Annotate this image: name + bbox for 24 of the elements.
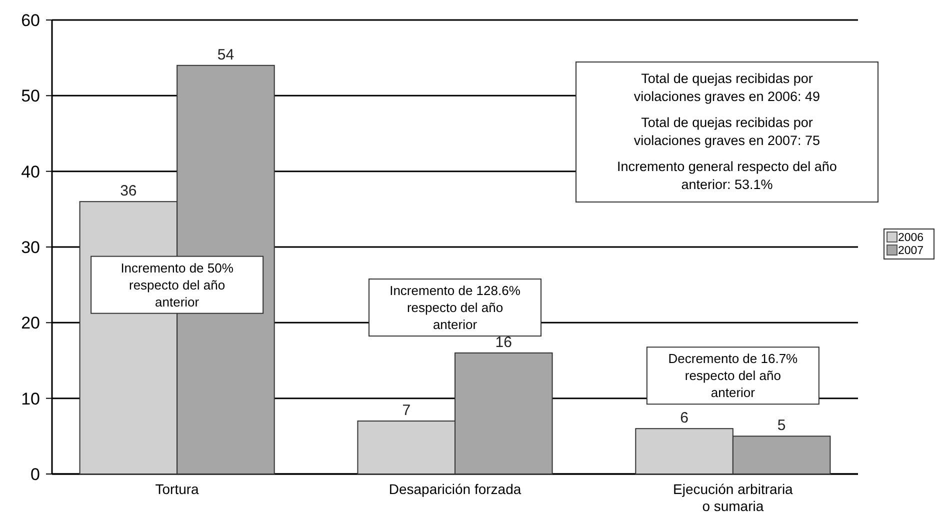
x-tick-label: Tortura [155,481,200,497]
annotation: Total de quejas recibidas por violaciones graves en 2007: 75 [634,115,820,148]
annotation: Incremento de 128.6% respecto del año anterior [390,283,521,332]
annotation: Incremento de 50% respecto del año anterior [120,260,234,310]
y-tick-label: 10 [21,389,40,408]
annotation: Total de quejas recibidas por violaciones graves en 2006: 49 [634,71,820,104]
y-tick-label: 20 [21,314,40,333]
y-tick-label: 50 [21,86,40,106]
annotation: Decremento de 16.7% respecto del año anterior [668,351,798,400]
x-tick-label: Desaparición forzada [388,481,522,497]
y-tick-label: 40 [21,162,40,182]
legend-label: 2007 [898,245,924,257]
y-tick-label: 0 [30,464,40,484]
data-label: 36 [120,182,137,200]
data-label: 5 [777,417,786,434]
x-tick-label: Ejecución arbitraria o sumaria [673,481,794,514]
data-label: 16 [495,334,512,351]
legend-label: 2006 [898,232,924,244]
data-label: 6 [680,410,688,427]
data-label: 7 [402,402,411,420]
y-tick-label: 60 [21,10,40,30]
data-label: 54 [217,46,234,64]
annotation: Incremento general respecto del año anterior: 53.1% [617,159,837,192]
y-tick-label: 30 [21,238,40,257]
